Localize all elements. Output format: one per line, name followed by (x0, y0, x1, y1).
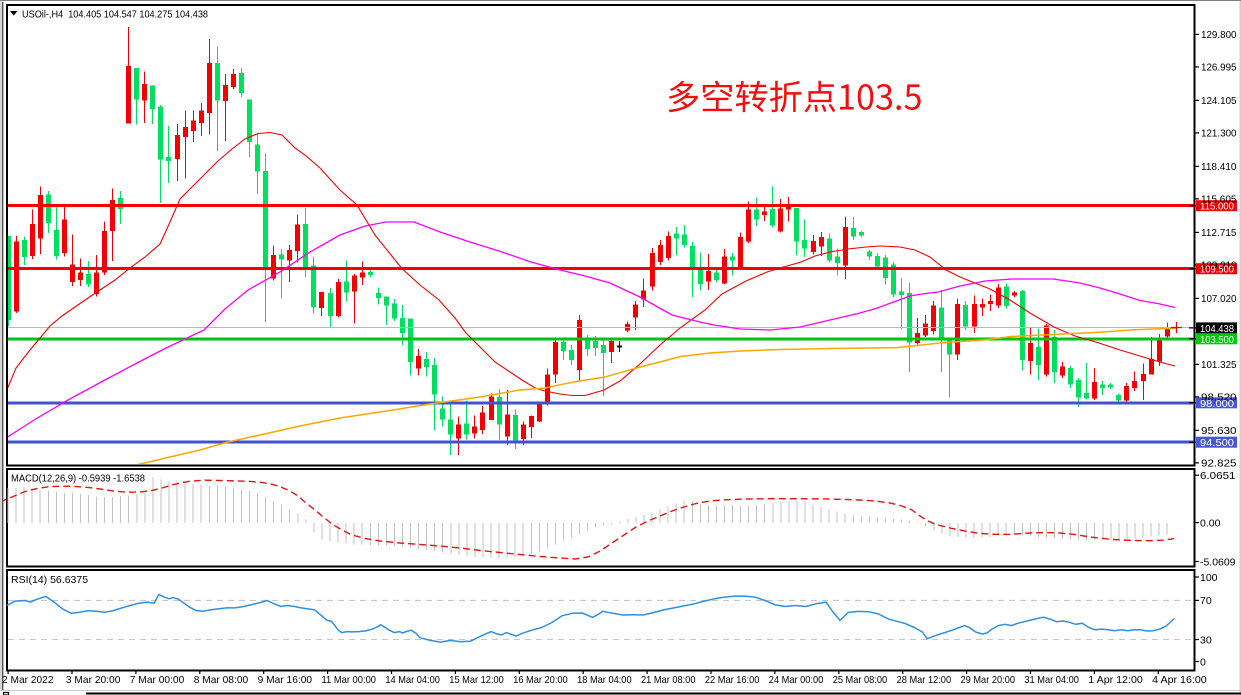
svg-text:115.000: 115.000 (1200, 201, 1234, 213)
svg-text:29 Mar 20:00: 29 Mar 20:00 (961, 674, 1016, 686)
svg-text:30: 30 (1200, 634, 1212, 646)
svg-text:4 Apr 16:00: 4 Apr 16:00 (1152, 674, 1207, 686)
svg-text:115.605: 115.605 (1201, 194, 1237, 206)
svg-text:31 Mar 04:00: 31 Mar 04:00 (1024, 674, 1079, 686)
svg-text:25 Mar 08:00: 25 Mar 08:00 (833, 674, 888, 686)
svg-text:98.520: 98.520 (1201, 392, 1237, 404)
svg-text:16 Mar 20:00: 16 Mar 20:00 (513, 674, 568, 686)
svg-text:9 Mar 16:00: 9 Mar 16:00 (258, 674, 313, 686)
svg-text:22 Mar 16:00: 22 Mar 16:00 (705, 674, 760, 686)
svg-text:109.910: 109.910 (1201, 260, 1237, 272)
svg-text:0.00: 0.00 (1200, 517, 1221, 529)
svg-text:3 Mar 20:00: 3 Mar 20:00 (66, 674, 121, 686)
svg-text:100: 100 (1200, 572, 1218, 584)
svg-text:15 Mar 12:00: 15 Mar 12:00 (449, 674, 504, 686)
svg-text:118.410: 118.410 (1201, 161, 1237, 173)
svg-text:14 Mar 04:00: 14 Mar 04:00 (385, 674, 440, 686)
svg-text:24 Mar 00:00: 24 Mar 00:00 (769, 674, 824, 686)
svg-text:95.630: 95.630 (1201, 425, 1237, 437)
svg-text:103.500: 103.500 (1200, 334, 1234, 346)
svg-text:28 Mar 12:00: 28 Mar 12:00 (897, 674, 952, 686)
svg-text:98.000: 98.000 (1200, 398, 1234, 410)
svg-text:92.825: 92.825 (1201, 458, 1237, 470)
svg-text:112.715: 112.715 (1201, 227, 1237, 239)
svg-text:104.438: 104.438 (1200, 323, 1234, 335)
svg-text:7 Mar 00:00: 7 Mar 00:00 (130, 674, 185, 686)
svg-text:129.800: 129.800 (1201, 29, 1237, 41)
svg-text:18 Mar 04:00: 18 Mar 04:00 (577, 674, 632, 686)
svg-text:109.500: 109.500 (1200, 264, 1234, 276)
svg-text:0: 0 (1200, 656, 1206, 668)
svg-text:6.0651: 6.0651 (1200, 470, 1236, 482)
svg-text:21 Mar 08:00: 21 Mar 08:00 (641, 674, 696, 686)
svg-text:-5.0609: -5.0609 (1200, 556, 1236, 568)
svg-text:11 Mar 00:00: 11 Mar 00:00 (322, 674, 377, 686)
svg-text:107.020: 107.020 (1201, 293, 1237, 305)
svg-text:USOil-,H4 104.405 104.547 104: USOil-,H4 104.405 104.547 104.275 104.43… (22, 8, 208, 20)
svg-text:101.325: 101.325 (1201, 359, 1237, 371)
svg-text:1 Apr 12:00: 1 Apr 12:00 (1088, 674, 1143, 686)
svg-text:126.995: 126.995 (1201, 62, 1237, 74)
svg-text:MACD(12,26,9) -0.5939 -1.6538: MACD(12,26,9) -0.5939 -1.6538 (11, 473, 145, 485)
svg-text:8 Mar 08:00: 8 Mar 08:00 (194, 674, 249, 686)
svg-text:RSI(14) 56.6375: RSI(14) 56.6375 (11, 574, 88, 586)
svg-text:94.500: 94.500 (1200, 437, 1234, 449)
svg-text:2 Mar 2022: 2 Mar 2022 (2, 674, 54, 686)
svg-text:124.105: 124.105 (1201, 95, 1237, 107)
svg-text:121.300: 121.300 (1201, 128, 1237, 140)
svg-text:70: 70 (1200, 595, 1212, 607)
